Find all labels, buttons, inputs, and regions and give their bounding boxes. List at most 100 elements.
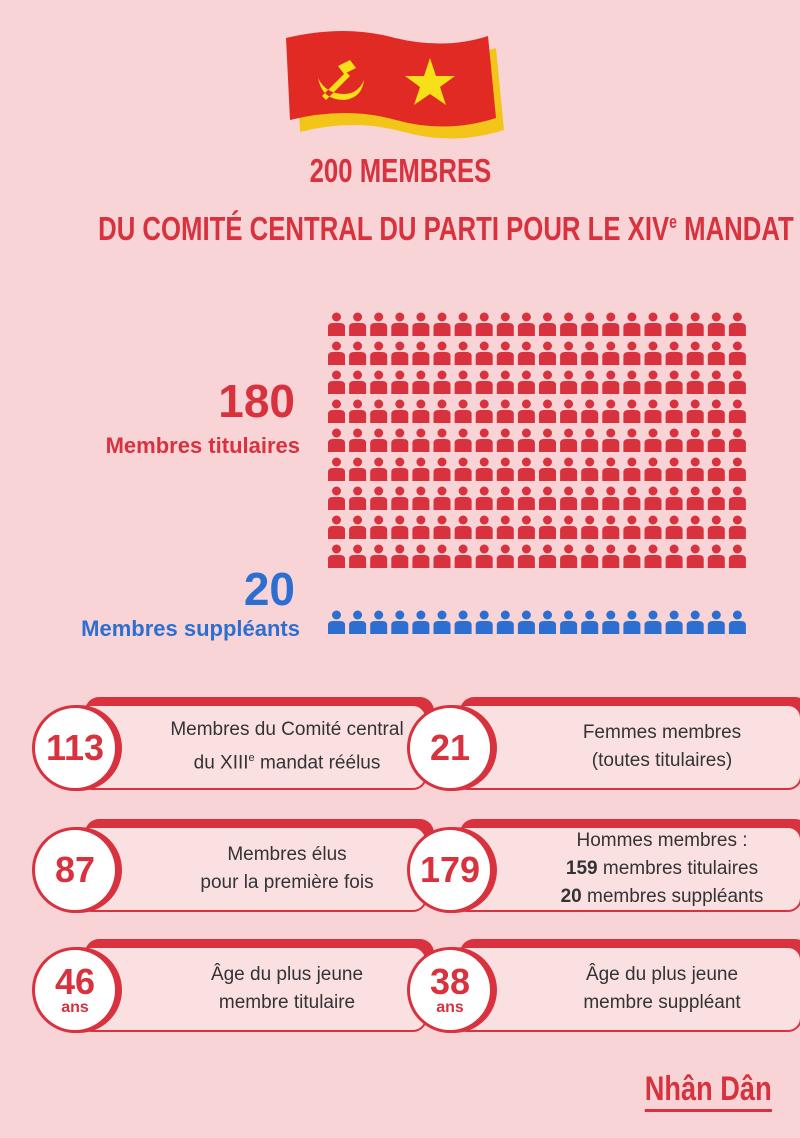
head [479,370,489,380]
body [496,410,514,423]
person-icon [539,370,556,394]
body [370,323,388,336]
person-icon [728,399,746,423]
body [728,410,746,423]
head [500,486,510,496]
body [349,352,367,365]
person-icon [433,312,451,336]
head [564,610,574,620]
body [665,468,683,481]
card-number: 113 [45,727,105,768]
body [665,621,683,634]
head [585,370,595,380]
person-icon [623,341,641,365]
head [669,515,679,525]
body [328,381,345,394]
body [539,439,556,452]
head [479,428,489,438]
head [416,610,426,620]
card-text-segment: membres suppléants [581,886,764,907]
head [669,312,679,322]
head [437,457,447,467]
person-icon [602,341,620,365]
body [665,323,683,336]
person-icon [581,610,599,634]
person-icon [644,341,662,365]
person-icon [707,370,725,394]
person-icon [728,544,746,568]
head [458,544,468,554]
body [623,323,641,336]
person-icon [602,370,620,394]
head [353,341,363,351]
body [412,439,430,452]
title-line2: DU COMITÉ CENTRAL DU PARTI POUR LE XIVe … [0,210,800,248]
head [437,312,447,322]
head [500,399,510,409]
head [374,399,384,409]
head [543,610,552,620]
person-icon [433,515,451,539]
body [728,555,746,568]
person-icon [391,610,409,634]
body [644,352,662,365]
card-text-segment: membre titulaire [218,992,356,1013]
person-icon [433,544,451,568]
person-icon [412,486,430,510]
title-text: MANDAT [676,210,794,247]
head [627,457,637,467]
body [349,555,367,568]
head [332,399,341,409]
number-badge: 113 [32,705,118,791]
alternate-label: Membres suppléants [81,616,300,641]
body [349,468,367,481]
body [623,381,641,394]
body [623,497,641,510]
number-badge: 38 ans [407,947,493,1033]
body [602,352,620,365]
person-icon [560,312,578,336]
body [328,555,345,568]
body [539,526,556,539]
person-icon [644,428,662,452]
head [521,515,531,525]
head [353,544,363,554]
person-icon [454,428,472,452]
body [602,526,620,539]
person-icon [517,312,535,336]
head [606,544,616,554]
head [606,428,616,438]
person-icon [707,457,725,481]
head [543,312,552,322]
head [690,341,700,351]
person-icon [644,544,662,568]
person-icon [328,341,345,365]
body [370,497,388,510]
head [395,610,405,620]
body [370,468,388,481]
body [623,410,641,423]
person-icon [728,457,746,481]
body [707,352,725,365]
body [412,410,430,423]
person-icon [433,341,451,365]
body [581,323,599,336]
head [648,312,658,322]
person-icon [328,544,345,568]
card-text: Membres élus pour la première fois [155,828,419,910]
body [665,381,683,394]
person-icon [517,341,535,365]
body [517,526,535,539]
body [539,323,556,336]
person-icon [328,486,345,510]
body [391,497,409,510]
head [732,457,742,467]
body [433,555,451,568]
body [560,381,578,394]
person-icon [412,544,430,568]
body [602,621,620,634]
person-icon [623,428,641,452]
person-icon [391,312,409,336]
body [581,352,599,365]
head [458,610,468,620]
